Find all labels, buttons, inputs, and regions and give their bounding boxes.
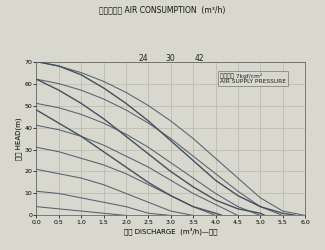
Y-axis label: 扬程 HEAD(m): 扬程 HEAD(m) — [15, 117, 21, 160]
X-axis label: 流量 DISCHARGE  (m³/h)—清水: 流量 DISCHARGE (m³/h)—清水 — [124, 228, 217, 235]
Text: 42: 42 — [195, 54, 205, 63]
Text: 24: 24 — [138, 54, 148, 63]
Text: 空气消耗量 AIR CONSUMPTION  (m³/h): 空气消耗量 AIR CONSUMPTION (m³/h) — [99, 5, 226, 14]
Text: 供气压力 7kgf/cm²
AIR SUPPLY PRESSURE: 供气压力 7kgf/cm² AIR SUPPLY PRESSURE — [220, 72, 286, 85]
Text: 30: 30 — [166, 54, 176, 63]
